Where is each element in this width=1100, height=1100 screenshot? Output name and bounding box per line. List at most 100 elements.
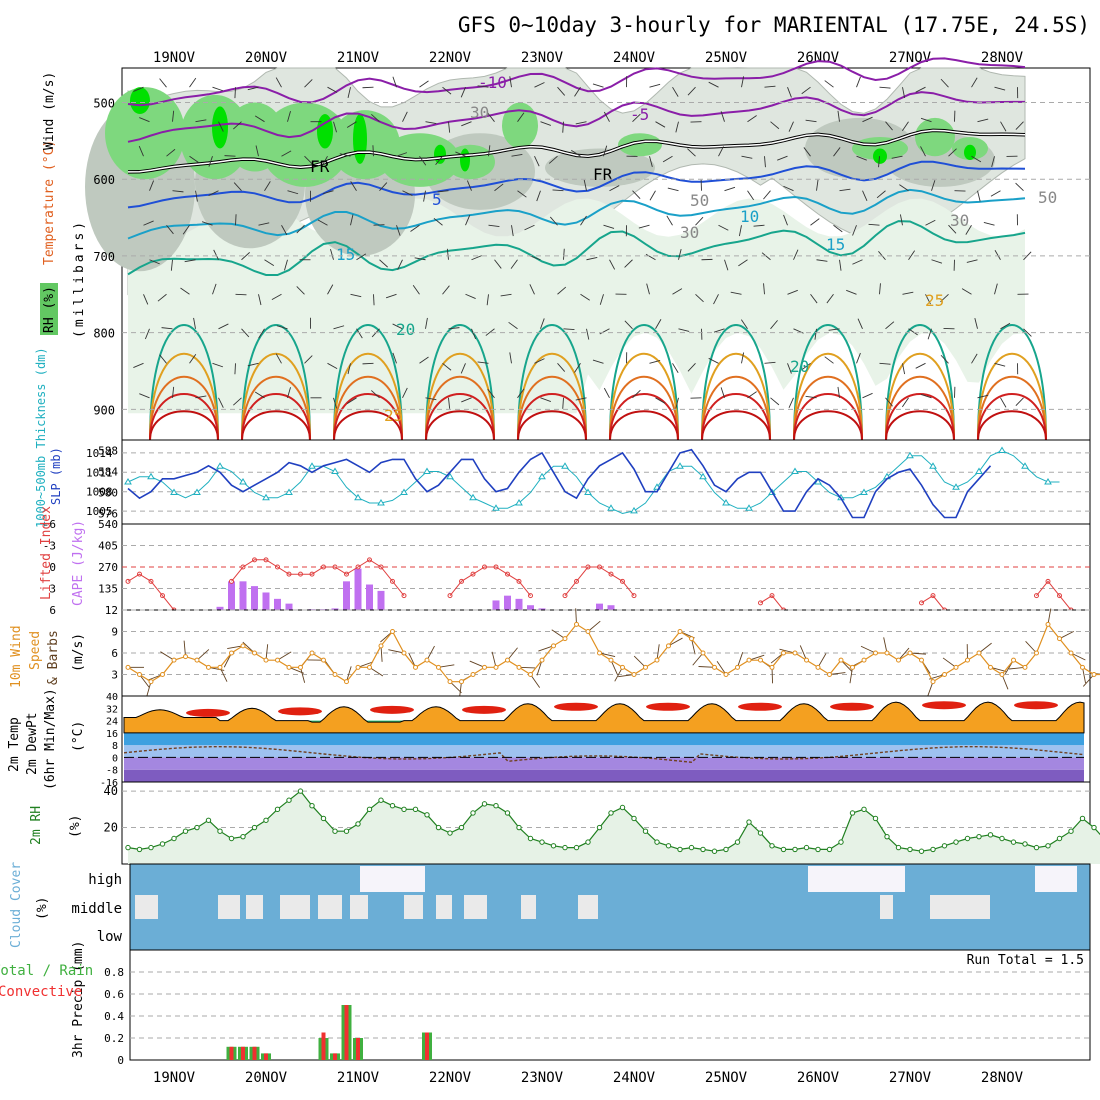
rh-point bbox=[1045, 843, 1051, 849]
wind-barb bbox=[805, 119, 817, 123]
wind-barb bbox=[974, 318, 978, 329]
rh-point bbox=[861, 806, 867, 813]
cloud-middle bbox=[318, 895, 342, 919]
surface-wind-barb bbox=[860, 645, 876, 654]
wind-speed-point bbox=[355, 664, 361, 670]
wind-speed-point bbox=[769, 664, 775, 670]
rh-point bbox=[585, 839, 591, 845]
wind-barb bbox=[442, 285, 450, 295]
slp-tick: 1014 bbox=[86, 447, 113, 460]
wind-barb bbox=[574, 363, 581, 373]
wind-barb bbox=[695, 293, 704, 303]
cloud-level-label: middle bbox=[71, 901, 122, 917]
contour-label: 30 bbox=[680, 223, 699, 242]
cape-bar bbox=[515, 598, 523, 610]
wind-speed-point bbox=[516, 664, 522, 670]
rh-point bbox=[1056, 835, 1063, 842]
wind-barb bbox=[983, 221, 995, 226]
wind-barb bbox=[180, 287, 190, 295]
wind-barb bbox=[645, 253, 656, 261]
rh-point bbox=[884, 833, 890, 840]
temperature-label: Temperature (°C) bbox=[42, 140, 57, 265]
li-tick: -3 bbox=[43, 540, 56, 553]
cape-label: CAPE (J/kg) bbox=[71, 520, 86, 606]
wind-barb bbox=[317, 219, 328, 226]
surface-wind-barb bbox=[978, 642, 992, 654]
temp-peak bbox=[646, 702, 690, 711]
cloud-middle bbox=[521, 895, 536, 919]
thickness-point bbox=[262, 493, 270, 501]
wind-speed-point bbox=[666, 643, 671, 649]
surface-wind-barb bbox=[909, 652, 926, 655]
rh-patch-bright bbox=[317, 114, 333, 149]
surface-wind-barb bbox=[536, 660, 543, 676]
cape-bar bbox=[354, 568, 362, 610]
wind-barb bbox=[764, 85, 776, 88]
wind-speed-point bbox=[827, 672, 832, 677]
wind-barb bbox=[466, 180, 472, 191]
isotherm-30-arch bbox=[793, 375, 863, 441]
wind-speed-point bbox=[183, 654, 188, 660]
thickness-point bbox=[745, 504, 753, 511]
wind-barb bbox=[425, 121, 437, 125]
wind-barb bbox=[224, 155, 236, 157]
thickness-point bbox=[791, 467, 799, 474]
isotherm-10 bbox=[127, 188, 1026, 240]
rh-point bbox=[700, 846, 706, 853]
wind-barb bbox=[971, 77, 978, 88]
isotherm-minus5 bbox=[127, 91, 1025, 143]
precip-conv-bar bbox=[333, 1053, 337, 1060]
wind-barb bbox=[940, 293, 949, 303]
wind-barb bbox=[738, 259, 748, 267]
wind-barb bbox=[803, 147, 811, 157]
wind-barb bbox=[540, 121, 551, 126]
rh-point bbox=[228, 835, 235, 842]
wind-barb bbox=[410, 224, 420, 232]
wind-barb bbox=[471, 255, 482, 261]
wind-speed-point bbox=[436, 664, 441, 670]
wind-barb bbox=[977, 394, 989, 399]
surface-wind-barb bbox=[227, 645, 244, 650]
wind-speed-point bbox=[838, 657, 844, 663]
wind-barb bbox=[764, 156, 766, 168]
cloud-middle bbox=[578, 895, 598, 919]
cape-bar bbox=[251, 586, 258, 610]
wind-barb bbox=[241, 328, 250, 338]
precip-marks bbox=[130, 971, 1090, 1060]
wind-barb bbox=[783, 185, 794, 192]
wind-speed-point bbox=[344, 679, 349, 685]
surface-wind-barb bbox=[575, 608, 577, 625]
wind-barb bbox=[592, 83, 604, 88]
li-tick: 6 bbox=[49, 604, 56, 617]
rh-point bbox=[297, 788, 304, 794]
wind-speed-point bbox=[447, 679, 453, 685]
wind-speed-point bbox=[171, 657, 177, 663]
isotherm-35-arch bbox=[609, 392, 679, 441]
surface-wind-barb bbox=[771, 667, 774, 684]
wind-barb bbox=[575, 121, 587, 125]
wind-speed-point bbox=[286, 664, 292, 670]
wind-barb bbox=[327, 284, 334, 295]
rh-point bbox=[665, 843, 672, 849]
rh-point bbox=[746, 819, 752, 825]
thickness-line bbox=[127, 449, 1060, 515]
wind10m-label-b: Speed bbox=[28, 631, 43, 670]
wind-speed-point bbox=[746, 657, 752, 663]
pressure-tick: 700 bbox=[93, 250, 115, 264]
thickness-point bbox=[929, 462, 937, 469]
wind-barb bbox=[235, 214, 237, 226]
slp-thickness-panel: 588 584 580 576 1014 1011 1008 1005 1000~500mb … bbox=[34, 347, 1091, 528]
rh-point bbox=[263, 817, 269, 823]
li-line bbox=[231, 559, 405, 597]
date-label-top: 27NOV bbox=[889, 50, 932, 66]
wind-barb bbox=[852, 225, 857, 236]
wind-speed-point bbox=[804, 657, 809, 663]
surface-wind-barb bbox=[449, 681, 462, 694]
date-label-top: 23NOV bbox=[521, 50, 564, 66]
wind-barb bbox=[915, 362, 926, 369]
wind10m-label-c: & Barbs bbox=[46, 630, 61, 685]
wind-barb bbox=[687, 148, 696, 157]
wind-barb bbox=[287, 190, 299, 195]
precip-tick: 0.4 bbox=[104, 1010, 124, 1023]
